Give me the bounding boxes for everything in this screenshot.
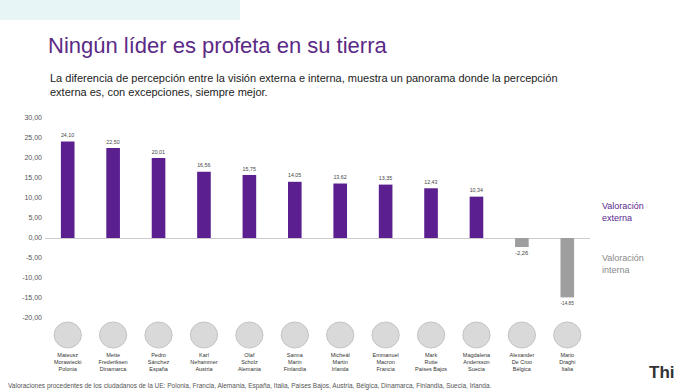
svg-text:13,35: 13,35 [379, 175, 392, 181]
svg-text:EmmanuelMacronFrancia: EmmanuelMacronFrancia [372, 352, 398, 372]
svg-text:15,00: 15,00 [24, 174, 42, 181]
svg-text:La diferencia de percepción en: La diferencia de percepción entre la vis… [50, 72, 558, 98]
svg-text:Valoracióninterna: Valoracióninterna [602, 253, 644, 275]
svg-text:30,00: 30,00 [24, 114, 42, 121]
svg-text:13,62: 13,62 [333, 174, 346, 180]
svg-text:-14,85: -14,85 [561, 301, 575, 306]
svg-text:MarkRuttePaíses Bajos: MarkRuttePaíses Bajos [415, 352, 447, 372]
svg-text:24,10: 24,10 [61, 132, 74, 138]
svg-text:-2,26: -2,26 [515, 250, 528, 256]
svg-text:-20,00: -20,00 [22, 314, 42, 321]
svg-text:-15,00: -15,00 [22, 294, 42, 301]
svg-text:MateuszMorawieckiPolonia: MateuszMorawieckiPolonia [54, 352, 82, 372]
svg-text:14,05: 14,05 [288, 172, 301, 178]
svg-text:MarioDraghiItalia: MarioDraghiItalia [559, 352, 575, 372]
svg-text:MetteFrederiksenDinamarca: MetteFrederiksenDinamarca [99, 352, 128, 372]
svg-text:0,00: 0,00 [28, 234, 42, 241]
svg-text:16,56: 16,56 [197, 162, 210, 168]
svg-text:25,00: 25,00 [24, 134, 42, 141]
svg-text:KarlNehammerAustria: KarlNehammerAustria [190, 352, 217, 372]
svg-text:12,43: 12,43 [424, 179, 437, 185]
svg-text:MagdalenaAnderssonSuecia: MagdalenaAnderssonSuecia [463, 352, 491, 372]
svg-text:PedroSánchezEspaña: PedroSánchezEspaña [148, 352, 170, 372]
svg-text:Valoraciónexterna: Valoraciónexterna [602, 201, 644, 223]
svg-text:10,34: 10,34 [470, 187, 483, 193]
svg-text:Valoraciones procedentes de lo: Valoraciones procedentes de los ciudadan… [8, 382, 492, 390]
svg-text:OlafScholzAlemania: OlafScholzAlemania [238, 352, 262, 372]
svg-text:MicheálMartinIrlanda: MicheálMartinIrlanda [331, 352, 350, 372]
svg-text:22,50: 22,50 [106, 139, 119, 145]
svg-text:15,75: 15,75 [243, 166, 256, 172]
svg-text:20,01: 20,01 [152, 149, 165, 155]
svg-text:SannaMarinFinlandia: SannaMarinFinlandia [284, 352, 307, 372]
svg-text:20,00: 20,00 [24, 154, 42, 161]
svg-text:AlexanderDe CrooBélgica: AlexanderDe CrooBélgica [509, 352, 534, 372]
svg-text:5,00: 5,00 [28, 214, 42, 221]
svg-text:-10,00: -10,00 [22, 274, 42, 281]
svg-text:Thi: Thi [649, 363, 675, 382]
svg-text:Ningún líder es profeta en su: Ningún líder es profeta en su tierra [48, 33, 388, 58]
svg-text:-5,00: -5,00 [26, 254, 42, 261]
svg-text:10,00: 10,00 [24, 194, 42, 201]
